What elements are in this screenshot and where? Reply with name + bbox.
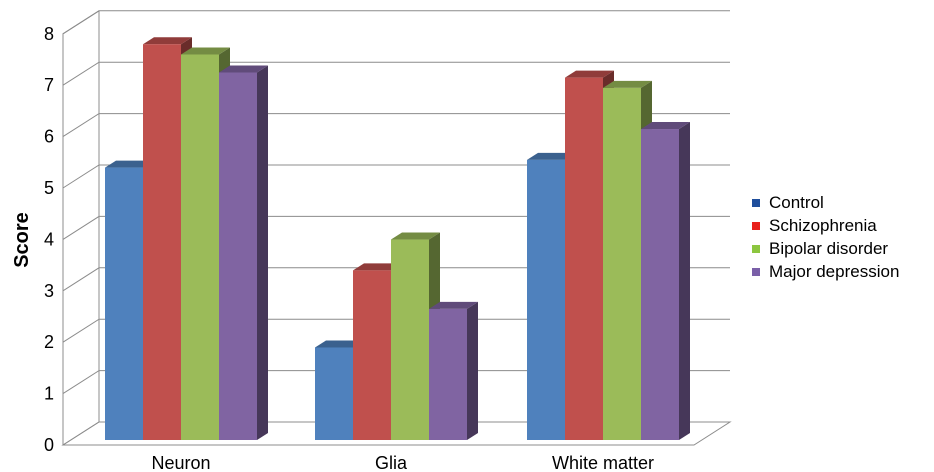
gridline (62, 10, 730, 35)
gridline (62, 215, 730, 240)
gridline (62, 370, 730, 395)
bar-white-matter-major-depression (641, 122, 690, 440)
legend-item: Bipolar disorder (752, 237, 899, 260)
legend-swatch (752, 198, 760, 207)
y-axis-label: Score (11, 212, 33, 268)
bar-glia-bipolar-disorder (391, 232, 440, 440)
y-tick-label: 6 (44, 127, 54, 147)
x-axis-ticks: Neuron Glia White matter (151, 453, 654, 472)
x-tick-label: Glia (375, 453, 408, 472)
legend-item: Major depression (752, 260, 899, 283)
legend-swatch (752, 221, 760, 230)
y-tick-label: 3 (44, 281, 54, 301)
bars (105, 37, 690, 441)
gridline (62, 164, 730, 189)
y-tick-label: 0 (44, 435, 54, 455)
legend-label: Schizophrenia (769, 215, 877, 235)
gridline (62, 267, 730, 292)
legend-swatch (752, 267, 760, 276)
legend: Control Schizophrenia Bipolar disorder Majo… (752, 191, 899, 283)
legend-label: Major depression (769, 261, 900, 281)
y-tick-label: 5 (44, 178, 54, 198)
bar-neuron-major-depression (219, 65, 268, 441)
legend-swatch (752, 244, 760, 253)
gridline (62, 113, 730, 138)
y-tick-label: 2 (44, 332, 54, 352)
x-tick-label: Neuron (151, 453, 210, 472)
gridline (62, 421, 730, 446)
legend-label: Bipolar disorder (769, 238, 889, 258)
gridline (62, 318, 730, 343)
y-tick-label: 8 (44, 24, 54, 44)
legend-item: Control (752, 191, 899, 214)
gridlines (62, 10, 730, 446)
x-tick-label: White matter (552, 453, 654, 472)
y-axis-ticks: 0 1 2 3 4 5 6 7 8 (44, 24, 54, 455)
y-tick-label: 7 (44, 75, 54, 95)
y-tick-label: 4 (44, 229, 54, 249)
gridline (62, 61, 730, 86)
legend-label: Control (769, 192, 824, 212)
y-tick-label: 1 (44, 384, 54, 404)
bar-glia-major-depression (429, 301, 478, 440)
legend-item: Schizophrenia (752, 214, 899, 237)
